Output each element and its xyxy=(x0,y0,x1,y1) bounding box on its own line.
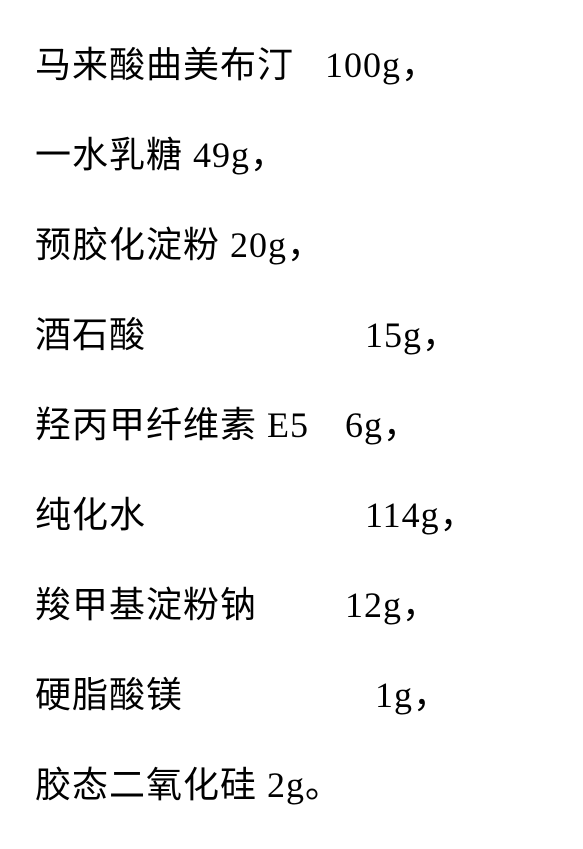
ingredient-name: 马来酸曲美布汀 xyxy=(35,20,325,110)
ingredient-name: 预胶化淀粉 20g， xyxy=(35,200,324,290)
ingredient-row: 胶态二氧化硅 2g。 xyxy=(35,740,548,830)
ingredient-amount: 6g， xyxy=(345,380,420,470)
ingredient-name: 酒石酸 xyxy=(35,290,365,380)
ingredient-amount: 12g， xyxy=(345,560,439,650)
ingredient-row: 羧甲基淀粉钠 12g， xyxy=(35,560,548,650)
ingredient-row: 预胶化淀粉 20g， xyxy=(35,200,548,290)
ingredient-name: 一水乳糖 49g， xyxy=(35,110,287,200)
ingredient-amount: 15g， xyxy=(365,290,459,380)
ingredient-row: 马来酸曲美布汀 100g， xyxy=(35,20,548,110)
ingredient-name: 纯化水 xyxy=(35,470,365,560)
ingredient-name: 硬脂酸镁 xyxy=(35,650,375,740)
ingredient-row: 纯化水 114g， xyxy=(35,470,548,560)
ingredient-row: 酒石酸 15g， xyxy=(35,290,548,380)
ingredient-row: 羟丙甲纤维素 E5 6g， xyxy=(35,380,548,470)
ingredient-name: 胶态二氧化硅 2g。 xyxy=(35,740,342,830)
ingredient-list: 马来酸曲美布汀 100g， 一水乳糖 49g， 预胶化淀粉 20g， 酒石酸 1… xyxy=(35,20,548,830)
ingredient-amount: 114g， xyxy=(365,470,477,560)
ingredient-row: 硬脂酸镁 1g， xyxy=(35,650,548,740)
ingredient-amount: 1g， xyxy=(375,650,450,740)
ingredient-name: 羟丙甲纤维素 E5 xyxy=(35,380,345,470)
ingredient-amount: 100g， xyxy=(325,20,438,110)
ingredient-row: 一水乳糖 49g， xyxy=(35,110,548,200)
ingredient-name: 羧甲基淀粉钠 xyxy=(35,560,345,650)
